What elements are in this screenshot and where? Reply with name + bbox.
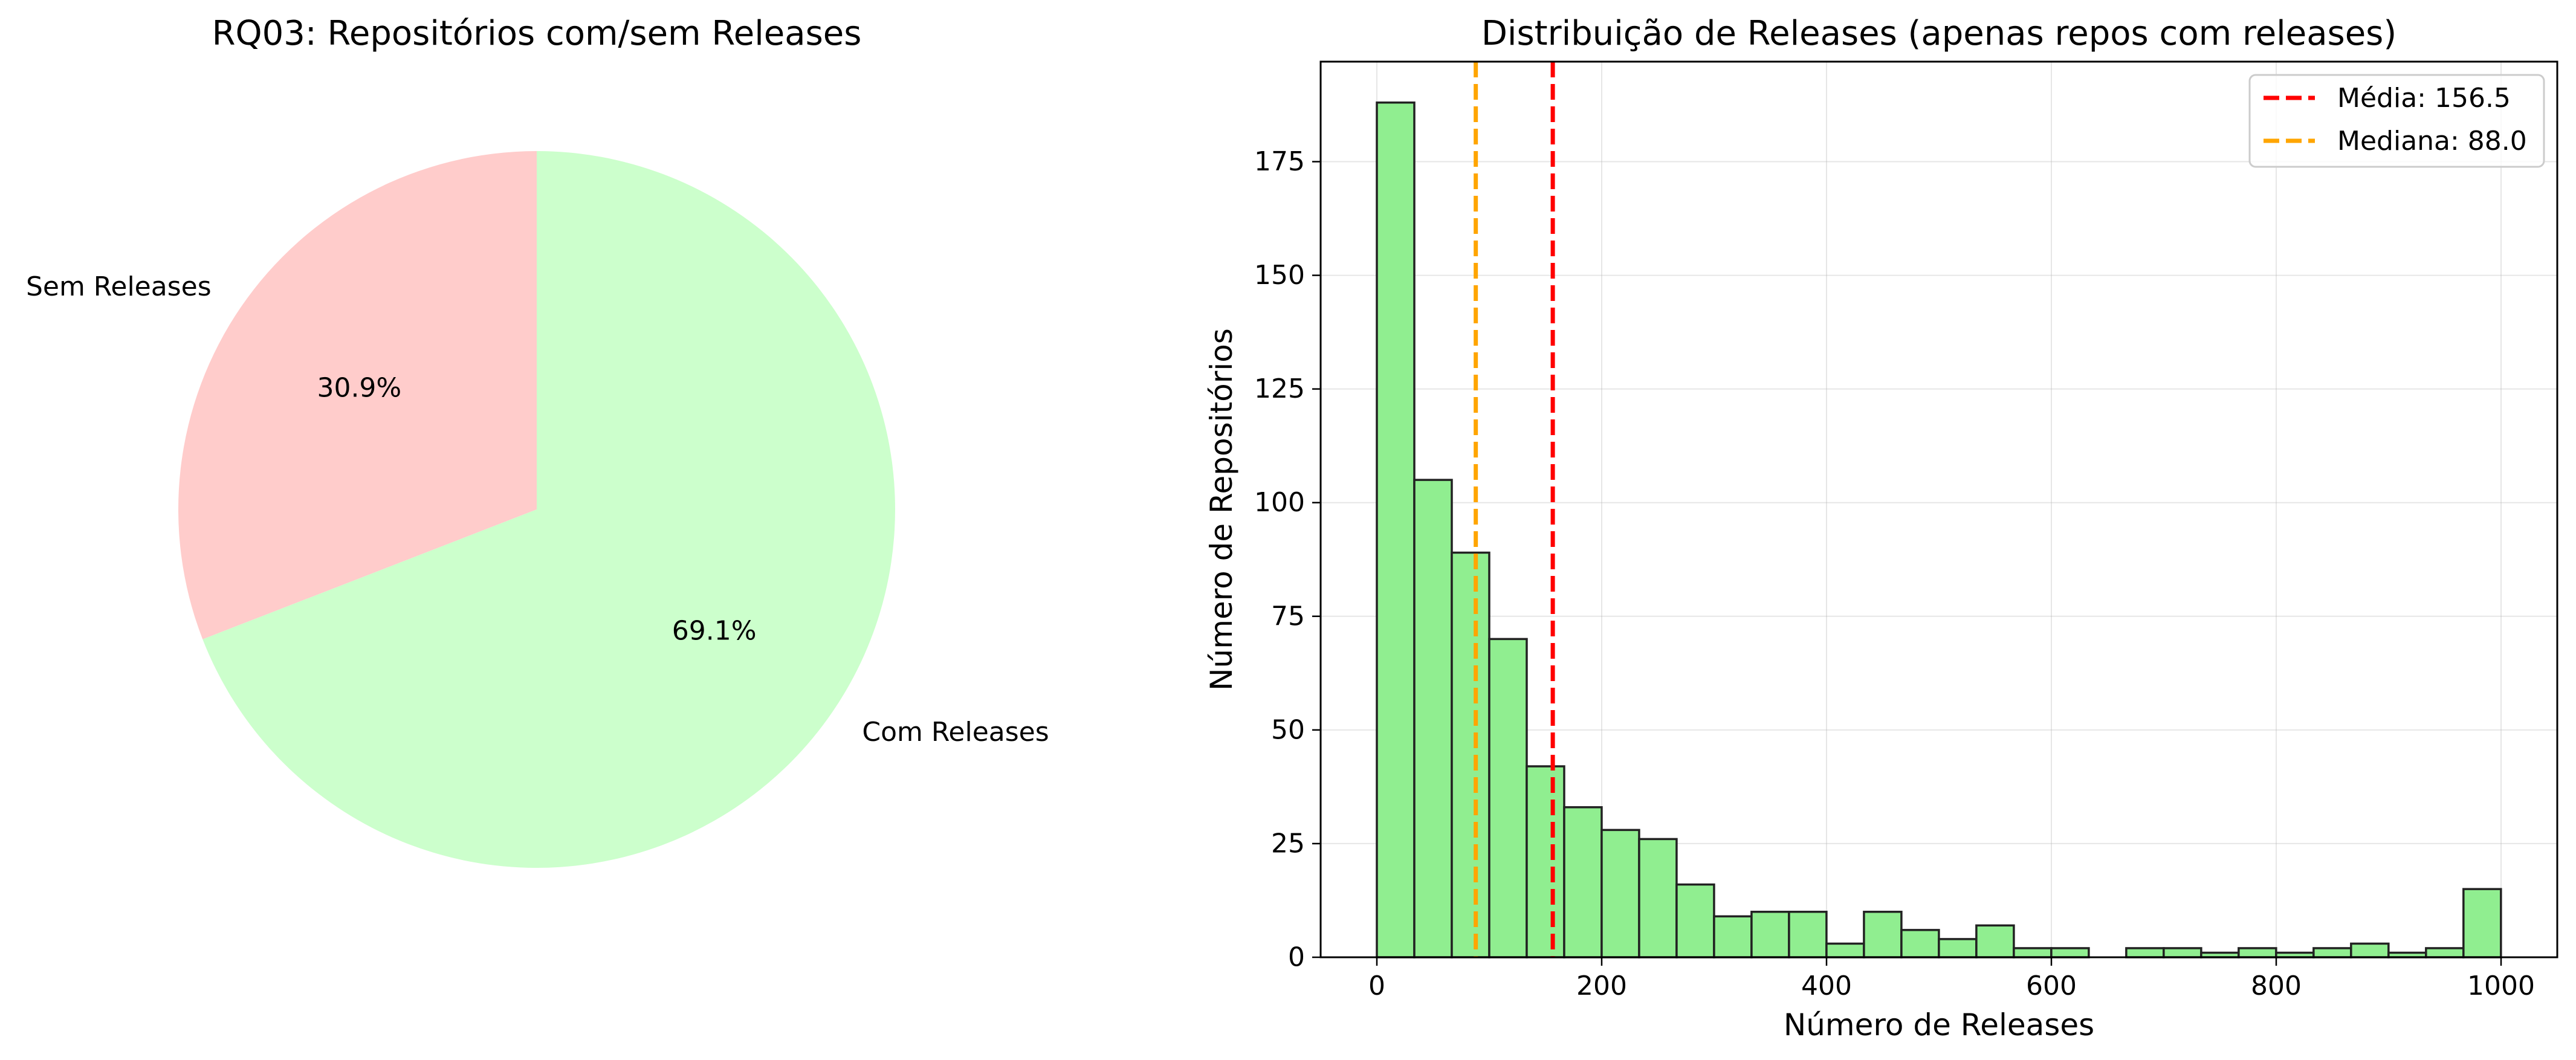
histogram-bar: [2462, 888, 2502, 958]
histogram-bar: [1600, 829, 1640, 958]
histogram-bar: [1975, 924, 2015, 958]
y-tick-label: 125: [1254, 373, 1305, 404]
histogram-bar: [1376, 101, 1416, 958]
y-tick-label: 150: [1254, 260, 1305, 291]
pie-slice-com-releases: [202, 150, 895, 868]
histogram-bar: [1413, 479, 1453, 958]
y-tick-label: 175: [1254, 146, 1305, 177]
pie-chart-title: RQ03: Repositórios com/sem Releases: [212, 14, 862, 53]
x-tick-label: 1000: [2467, 971, 2535, 1001]
y-tick-label: 50: [1271, 714, 1305, 745]
histogram-title: Distribuição de Releases (apenas repos c…: [1481, 14, 2396, 53]
histogram-bar: [1713, 915, 1753, 958]
histogram-bar: [1638, 838, 1678, 958]
histogram-bar: [1675, 883, 1715, 958]
histogram-bars: [1376, 101, 2502, 958]
y-axis-label: Número de Repositórios: [1204, 328, 1239, 691]
histogram-reference-lines: [1474, 62, 1555, 957]
histogram-bar: [1563, 806, 1603, 958]
y-tick-label: 25: [1271, 828, 1305, 859]
histogram-bar: [2125, 947, 2165, 958]
histogram-bar: [2238, 947, 2277, 958]
x-tick-label: 600: [2026, 971, 2077, 1001]
y-tick-label: 100: [1254, 487, 1305, 518]
histogram-bar: [2013, 947, 2053, 958]
pie-label-sem-releases: Sem Releases: [26, 271, 212, 302]
y-tick-label: 75: [1271, 601, 1305, 632]
histogram-bar: [1750, 911, 1790, 958]
x-tick-label: 0: [1368, 971, 1385, 1001]
x-axis-label: Número de Releases: [1784, 1007, 2094, 1042]
histogram-bar: [1900, 929, 1940, 958]
histogram-bar: [1488, 638, 1528, 958]
pie-slices: [178, 150, 895, 868]
legend-label-median: Mediana: 88.0: [2337, 126, 2527, 157]
histogram-bar: [1451, 551, 1490, 958]
y-axis-ticks: 0 25 50 75 100 125 150 175: [1254, 146, 1321, 973]
legend-label-mean: Média: 156.5: [2337, 83, 2511, 114]
histogram-bar: [1938, 938, 1978, 958]
histogram-bar: [1526, 765, 1565, 958]
histogram-bar: [2163, 947, 2202, 958]
x-tick-label: 800: [2251, 971, 2302, 1001]
y-tick-label: 0: [1288, 942, 1305, 973]
histogram-bar: [1788, 911, 1828, 958]
pie-percent-com-releases: 69.1%: [672, 615, 757, 646]
legend-box: [2248, 74, 2545, 168]
x-tick-label: 400: [1801, 971, 1852, 1001]
histogram-bar: [2312, 947, 2352, 958]
pie-slice-sem-releases: [178, 151, 537, 639]
histogram-panel: Distribuição de Releases (apenas repos c…: [1204, 14, 2558, 1042]
histogram-bar: [2050, 947, 2090, 958]
pie-chart-panel: RQ03: Repositórios com/sem Releases Sem …: [26, 14, 1049, 868]
x-tick-label: 200: [1576, 971, 1627, 1001]
pie-percent-sem-releases: 30.9%: [317, 373, 401, 404]
histogram-bar: [2425, 947, 2465, 958]
pie-label-com-releases: Com Releases: [862, 717, 1049, 748]
histogram-bar: [1825, 942, 1865, 958]
legend: Média: 156.5 Mediana: 88.0: [2248, 74, 2545, 168]
histogram-bar: [2350, 942, 2390, 958]
histogram-bar: [1863, 911, 1903, 958]
histogram-axes-frame: [1319, 60, 2558, 958]
x-axis-ticks: 0 200 400 600 800 1000: [1368, 957, 2535, 1001]
